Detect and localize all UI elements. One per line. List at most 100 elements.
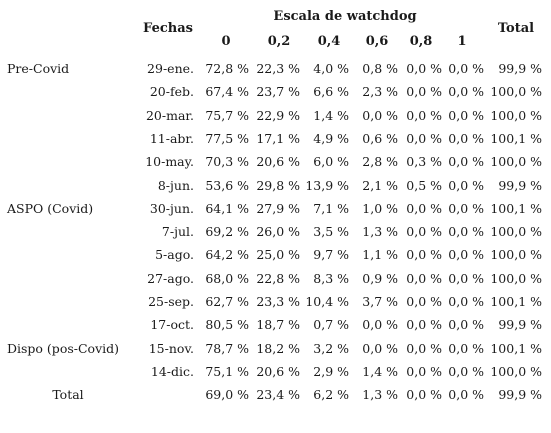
row-date: 17-oct. [150, 317, 194, 332]
table-cell: 64,2 % [205, 247, 249, 262]
row-date: 30-jun. [149, 201, 194, 216]
table-cell: 2,9 % [313, 364, 349, 379]
row-date: 15-nov. [148, 341, 194, 356]
table-cell: 0,0 % [448, 317, 484, 332]
scale-header: 0,4 [317, 34, 341, 49]
fechas-header: Fechas [143, 21, 193, 36]
total-row-total: 99,9 % [498, 387, 542, 402]
table-cell: 1,3 % [362, 224, 398, 239]
row-total: 99,9 % [498, 178, 542, 193]
table-cell: 23,7 % [256, 84, 300, 99]
row-date: 11-abr. [149, 131, 194, 146]
table-cell: 0,0 % [362, 341, 398, 356]
table-cell: 6,6 % [313, 84, 349, 99]
row-total: 100,1 % [490, 131, 542, 146]
row-total: 100,0 % [490, 271, 542, 286]
table-cell: 72,8 % [205, 61, 249, 76]
table-cell: 6,0 % [313, 154, 349, 169]
table-cell: 70,3 % [205, 154, 249, 169]
scale-header: 0,8 [409, 34, 433, 49]
table-cell: 29,8 % [256, 178, 300, 193]
row-total: 100,1 % [490, 341, 542, 356]
total-cell: 69,0 % [205, 387, 249, 402]
row-date: 10-may. [145, 154, 194, 169]
table-cell: 0,0 % [448, 131, 484, 146]
row-date: 7-jul. [161, 224, 194, 239]
scale-header: 0,6 [365, 34, 389, 49]
table-cell: 0,6 % [362, 131, 398, 146]
table-title: Escala de watchdog [273, 9, 417, 24]
table-cell: 2,1 % [362, 178, 398, 193]
row-total: 100,0 % [490, 154, 542, 169]
table-cell: 23,3 % [256, 294, 300, 309]
table-cell: 3,2 % [313, 341, 349, 356]
table-cell: 0,0 % [448, 61, 484, 76]
table-cell: 0,0 % [406, 108, 442, 123]
row-group-label: Pre-Covid [7, 61, 70, 76]
table-cell: 0,0 % [362, 108, 398, 123]
table-cell: 69,2 % [205, 224, 249, 239]
table-cell: 0,0 % [448, 271, 484, 286]
table-cell: 0,0 % [448, 201, 484, 216]
scale-header: 1 [457, 34, 467, 49]
table-cell: 0,0 % [448, 154, 484, 169]
row-group-label: ASPO (Covid) [7, 201, 94, 216]
table-cell: 0,0 % [448, 84, 484, 99]
table-cell: 0,0 % [406, 294, 442, 309]
table-cell: 26,0 % [256, 224, 300, 239]
table-cell: 0,0 % [406, 247, 442, 262]
table-cell: 0,0 % [448, 108, 484, 123]
row-date: 14-dic. [150, 364, 194, 379]
table-cell: 7,1 % [313, 201, 349, 216]
table-cell: 22,8 % [256, 271, 300, 286]
table-cell: 3,5 % [313, 224, 349, 239]
table-cell: 80,5 % [205, 317, 249, 332]
scale-header: 0 [221, 34, 231, 49]
row-total: 100,1 % [490, 294, 542, 309]
total-cell: 0,0 % [448, 387, 484, 402]
table-cell: 0,0 % [406, 84, 442, 99]
table-cell: 75,7 % [205, 108, 249, 123]
table-cell: 75,1 % [205, 364, 249, 379]
table-cell: 0,0 % [448, 364, 484, 379]
table-cell: 20,6 % [256, 154, 300, 169]
table-cell: 0,0 % [406, 224, 442, 239]
table-cell: 62,7 % [205, 294, 249, 309]
table-cell: 77,5 % [205, 131, 249, 146]
table-cell: 18,7 % [256, 317, 300, 332]
table-cell: 0,5 % [406, 178, 442, 193]
table-cell: 9,7 % [313, 247, 349, 262]
row-date: 27-ago. [147, 271, 194, 286]
total-cell: 1,3 % [362, 387, 398, 402]
table-cell: 8,3 % [313, 271, 349, 286]
table-cell: 1,4 % [313, 108, 349, 123]
table-cell: 18,2 % [256, 341, 300, 356]
table-cell: 2,8 % [362, 154, 398, 169]
table-cell: 0,0 % [406, 201, 442, 216]
total-cell: 6,2 % [313, 387, 349, 402]
table-cell: 3,7 % [362, 294, 398, 309]
total-cell: 0,0 % [406, 387, 442, 402]
table-cell: 0,0 % [362, 317, 398, 332]
table-cell: 68,0 % [205, 271, 249, 286]
row-total: 99,9 % [498, 317, 542, 332]
table-cell: 0,7 % [313, 317, 349, 332]
table-cell: 25,0 % [256, 247, 300, 262]
table-cell: 27,9 % [256, 201, 300, 216]
table-cell: 10,4 % [305, 294, 349, 309]
table-cell: 0,0 % [406, 317, 442, 332]
table-cell: 0,0 % [406, 341, 442, 356]
table-cell: 0,0 % [406, 61, 442, 76]
row-total: 100,0 % [490, 247, 542, 262]
row-date: 20-mar. [145, 108, 194, 123]
table-cell: 0,8 % [362, 61, 398, 76]
scale-header: 0,2 [267, 34, 291, 49]
table-cell: 17,1 % [256, 131, 300, 146]
table-cell: 1,1 % [362, 247, 398, 262]
row-date: 8-jun. [157, 178, 194, 193]
total-row-label: Total [52, 387, 84, 402]
row-date: 29-ene. [147, 61, 194, 76]
row-total: 100,0 % [490, 84, 542, 99]
row-total: 100,1 % [490, 201, 542, 216]
